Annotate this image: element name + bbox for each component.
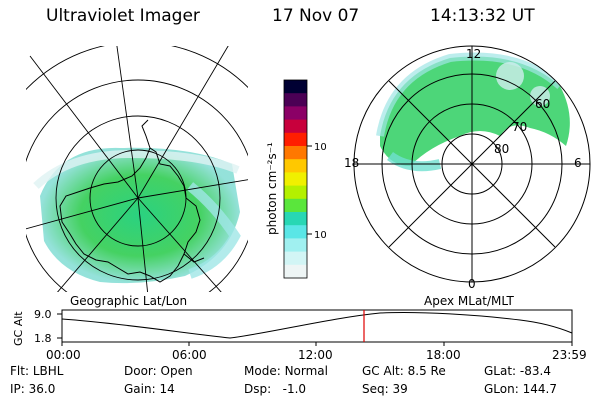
colorbar-swatch bbox=[284, 198, 307, 213]
colorbar-swatch bbox=[284, 172, 307, 187]
colorbar-tick-100: 100 bbox=[314, 142, 326, 153]
info-glon: GLon: 144.7 bbox=[484, 382, 557, 396]
info-ip: IP: 36.0 bbox=[10, 382, 56, 396]
mlt-lines bbox=[354, 46, 590, 282]
colorbar-tick-10: 10 bbox=[314, 230, 326, 241]
colorbar-swatch bbox=[284, 146, 307, 160]
colorbar-swatch bbox=[284, 251, 307, 266]
ytick-9: 9.0 bbox=[34, 308, 52, 321]
colorbar-swatch bbox=[284, 93, 307, 107]
info-flt: Flt: LBHL bbox=[10, 364, 64, 378]
colorbar-swatch bbox=[284, 132, 307, 147]
mlat-label-60: 60 bbox=[535, 97, 550, 111]
mlat-label-70: 70 bbox=[512, 120, 527, 134]
mlt-label-0: 0 bbox=[468, 277, 476, 291]
colorbar-swatch bbox=[284, 80, 307, 94]
info-gain: Gain: 14 bbox=[124, 382, 175, 396]
xtick-0000: 00:00 bbox=[46, 348, 81, 362]
mlt-label-12: 12 bbox=[466, 47, 481, 61]
right-panel-label: Apex MLat/MLT bbox=[424, 294, 514, 308]
colorbar-swatch bbox=[284, 212, 307, 226]
xtick-1800: 18:00 bbox=[426, 348, 461, 362]
colorbar-swatch bbox=[284, 159, 307, 173]
colorbar-swatch bbox=[284, 106, 307, 121]
colorbar-unit-label: photon cm⁻²s⁻¹ bbox=[265, 142, 279, 235]
date-label: 17 Nov 07 bbox=[272, 6, 360, 26]
info-glat: GLat: -83.4 bbox=[484, 364, 551, 378]
left-panel-label: Geographic Lat/Lon bbox=[70, 294, 188, 308]
colorbar: 100 10 photon cm⁻²s⁻¹ bbox=[265, 79, 326, 279]
ytick-1_8: 1.8 bbox=[34, 332, 52, 345]
colorbar-swatch bbox=[284, 119, 307, 134]
mlt-label-6: 6 bbox=[574, 156, 582, 170]
xtick-1200: 12:00 bbox=[298, 348, 333, 362]
info-door: Door: Open bbox=[124, 364, 193, 378]
xtick-0600: 06:00 bbox=[172, 348, 207, 362]
altitude-curve bbox=[61, 311, 573, 339]
mlt-label-18: 18 bbox=[344, 156, 359, 170]
colorbar-swatch bbox=[284, 185, 307, 200]
magnetic-map: 12 18 6 0 60 70 80 bbox=[344, 45, 591, 291]
geographic-map bbox=[26, 46, 248, 292]
altitude-plot: 9.0 1.8 GC Alt 00:00 06:00 12:00 18:00 2… bbox=[12, 308, 587, 362]
altitude-ylabel: GC Alt bbox=[12, 311, 25, 346]
colorbar-swatch bbox=[284, 225, 307, 239]
info-seq: Seq: 39 bbox=[362, 382, 408, 396]
colorbar-swatch bbox=[284, 264, 307, 279]
longitude-lines bbox=[26, 46, 248, 292]
altitude-plot-frame bbox=[61, 309, 573, 343]
mlat-label-80: 80 bbox=[494, 142, 509, 156]
info-gcalt: GC Alt: 8.5 Re bbox=[362, 364, 446, 378]
auroral-oval bbox=[380, 56, 570, 166]
time-label: 14:13:32 UT bbox=[430, 6, 535, 26]
info-mode: Mode: Normal bbox=[244, 364, 328, 378]
coastline bbox=[59, 147, 201, 283]
xtick-2359: 23:59 bbox=[552, 348, 587, 362]
colorbar-swatch bbox=[284, 238, 307, 253]
instrument-title: Ultraviolet Imager bbox=[46, 6, 200, 26]
info-dsp: Dsp: -1.0 bbox=[244, 382, 307, 396]
